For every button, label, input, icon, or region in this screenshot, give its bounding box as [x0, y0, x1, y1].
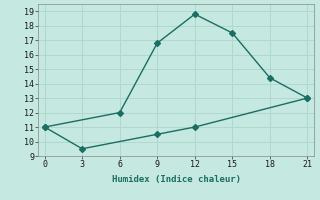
- X-axis label: Humidex (Indice chaleur): Humidex (Indice chaleur): [111, 175, 241, 184]
